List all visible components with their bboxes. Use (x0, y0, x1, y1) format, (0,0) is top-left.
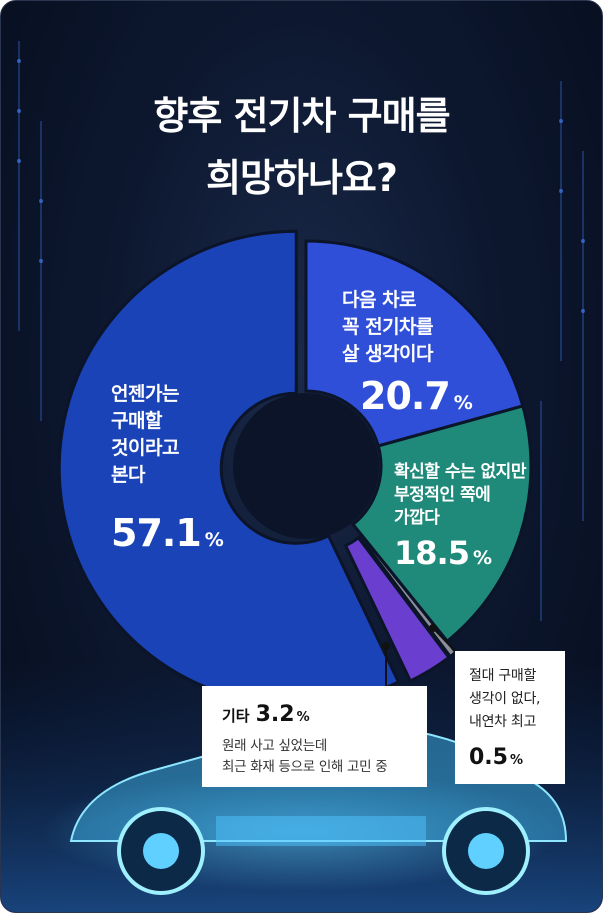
percent-unit: % (204, 529, 224, 551)
callout-other-note: 원래 사고 싶었는데 (222, 738, 327, 754)
title-line-1: 향후 전기차 구매를 (153, 94, 450, 138)
callout-never-line: 생각이 없다, (469, 691, 541, 707)
percent-unit: % (453, 392, 473, 414)
pie-center-hole (233, 393, 379, 539)
slice-label-line: 언젠가는 (111, 383, 179, 405)
pie-slice-definitely (304, 239, 525, 448)
pie-slice-someday (57, 229, 401, 707)
slice-label-definitely: 다음 차로 꼭 전기차를 살 생각이다 20.7% (342, 287, 473, 418)
slice-label-line: 가깝다 (394, 508, 440, 528)
callout-other: 기타 3.2% 원래 사고 싶었는데 최근 화재 등으로 인해 고민 중 (202, 686, 427, 787)
slice-value-other: 3.2 (255, 702, 295, 727)
slice-label-line: 구매할 (111, 410, 162, 432)
callout-other-note: 최근 화재 등으로 인해 고민 중 (222, 759, 388, 775)
callout-never-line: 절대 구매할 (469, 668, 537, 684)
pie-slice-negative (350, 404, 533, 644)
slice-label-line: 살 생각이다 (342, 343, 434, 365)
leader-line-other-dot (382, 642, 390, 650)
leader-line-never-dot (429, 624, 437, 632)
slice-value-negative: 18.5 (394, 534, 470, 572)
slice-label-line: 본다 (111, 464, 145, 486)
title-line-2: 희망하나요? (206, 156, 398, 200)
slice-label-line: 부정적인 쪽에 (394, 485, 491, 505)
callout-never-line: 내연차 최고 (469, 714, 537, 730)
slice-label-line: 확신할 수는 없지만 (394, 462, 526, 482)
callout-never: 절대 구매할 생각이 없다, 내연차 최고 0.5% (455, 651, 565, 784)
slice-label-line: 것이라고 (111, 437, 179, 459)
slice-value-someday: 57.1 (111, 511, 202, 555)
slice-label-line: 다음 차로 (342, 289, 417, 311)
slice-value-definitely: 20.7 (360, 374, 451, 418)
percent-unit: % (296, 710, 310, 725)
slice-value-never: 0.5 (469, 745, 508, 770)
percent-unit: % (509, 753, 524, 768)
callout-other-name: 기타 (222, 707, 250, 725)
pie-slice-other (343, 535, 452, 683)
leader-line-never (432, 627, 458, 654)
slice-label-line: 꼭 전기차를 (342, 316, 434, 338)
slice-label-someday: 언젠가는 구매할 것이라고 본다 57.1% (111, 381, 224, 555)
slice-label-negative: 확신할 수는 없지만 부정적인 쪽에 가깝다 18.5% (394, 461, 526, 572)
percent-unit: % (472, 547, 492, 569)
